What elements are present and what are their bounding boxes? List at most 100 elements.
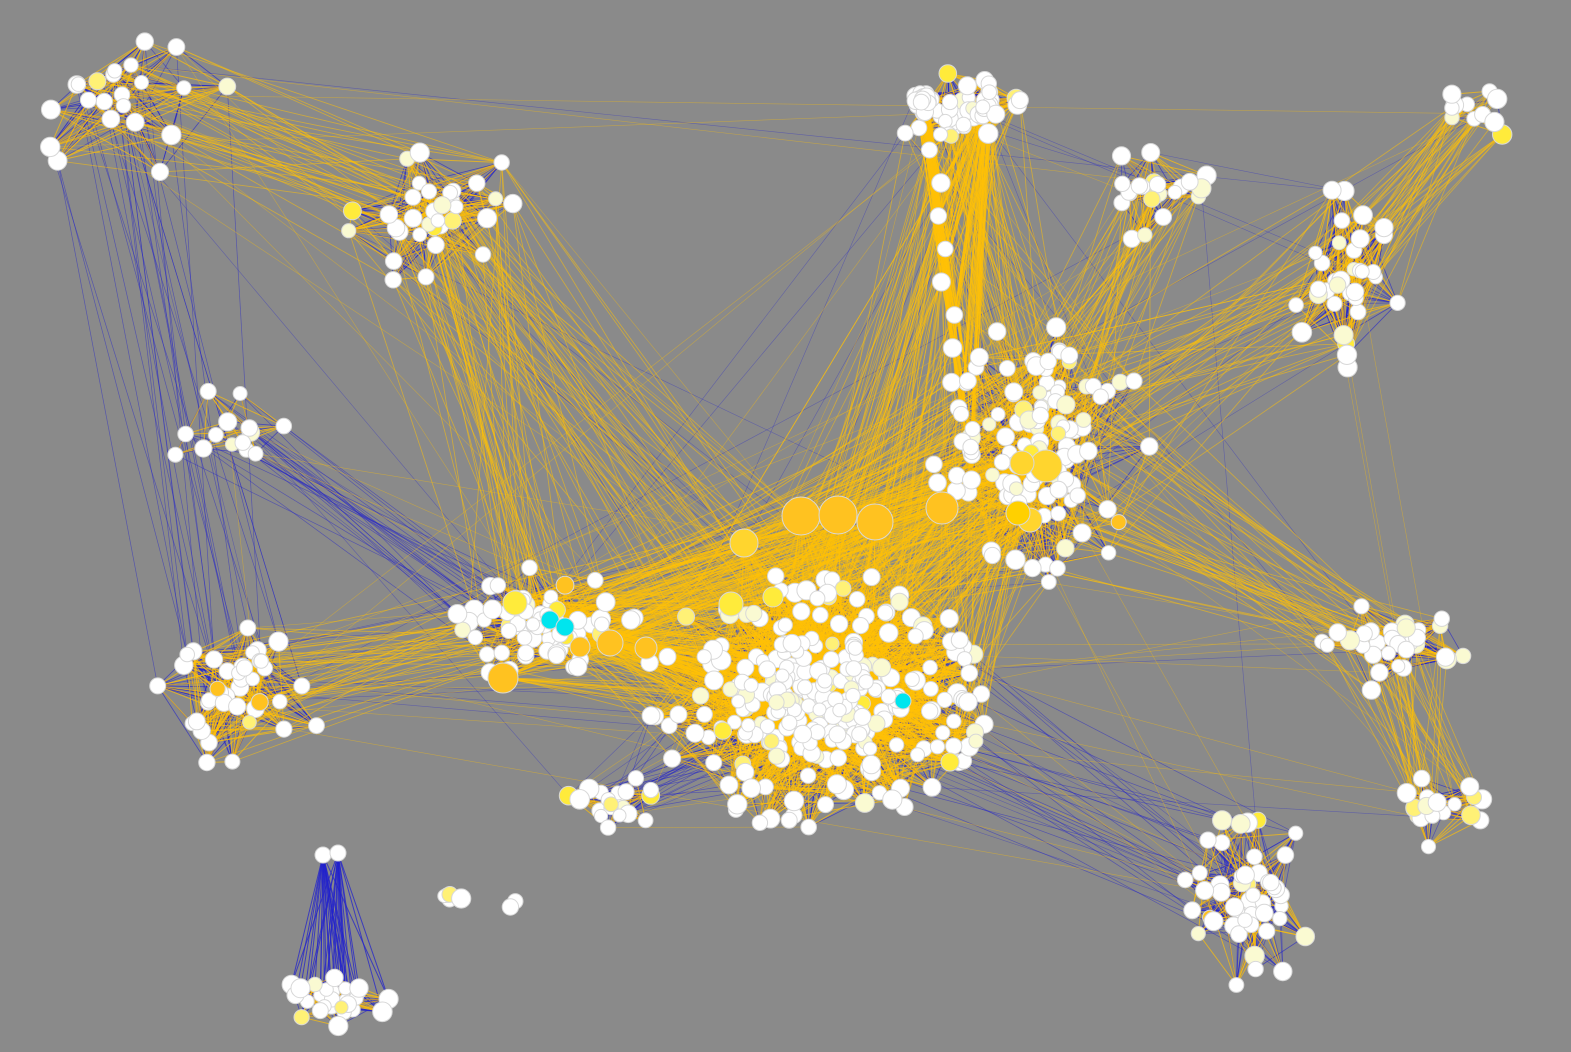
- graph-node[interactable]: [489, 577, 507, 594]
- graph-node[interactable]: [149, 677, 167, 695]
- graph-node[interactable]: [975, 99, 991, 115]
- graph-node[interactable]: [1230, 925, 1248, 943]
- graph-node[interactable]: [167, 446, 184, 463]
- graph-node[interactable]: [872, 658, 892, 678]
- graph-node[interactable]: [882, 789, 903, 810]
- graph-node[interactable]: [977, 123, 999, 144]
- graph-node[interactable]: [1328, 276, 1347, 294]
- graph-node[interactable]: [658, 647, 677, 666]
- graph-node[interactable]: [704, 670, 724, 691]
- graph-node[interactable]: [569, 789, 591, 810]
- graph-node[interactable]: [759, 718, 776, 735]
- graph-node[interactable]: [828, 725, 847, 744]
- graph-node[interactable]: [569, 636, 591, 658]
- graph-node[interactable]: [783, 790, 805, 812]
- graph-node[interactable]: [1098, 500, 1117, 519]
- graph-node[interactable]: [1056, 539, 1075, 558]
- graph-node[interactable]: [314, 846, 332, 864]
- graph-node[interactable]: [341, 223, 357, 239]
- graph-node[interactable]: [329, 844, 347, 862]
- graph-node[interactable]: [1111, 146, 1132, 166]
- graph-node[interactable]: [167, 38, 186, 56]
- graph-node[interactable]: [134, 75, 149, 90]
- graph-node[interactable]: [228, 697, 247, 716]
- graph-node[interactable]: [727, 714, 742, 730]
- graph-node[interactable]: [1319, 637, 1335, 653]
- graph-node[interactable]: [982, 417, 997, 432]
- graph-node[interactable]: [890, 592, 909, 611]
- graph-node[interactable]: [847, 640, 863, 656]
- graph-node[interactable]: [1180, 172, 1199, 191]
- graph-node[interactable]: [404, 188, 422, 206]
- graph-node[interactable]: [194, 439, 213, 458]
- graph-node[interactable]: [150, 162, 170, 181]
- graph-node[interactable]: [935, 725, 951, 741]
- graph-node[interactable]: [939, 609, 959, 629]
- graph-node[interactable]: [1276, 846, 1295, 864]
- graph-node[interactable]: [762, 586, 784, 608]
- graph-node[interactable]: [862, 741, 878, 756]
- graph-node[interactable]: [797, 679, 813, 696]
- graph-node[interactable]: [856, 503, 894, 541]
- graph-node[interactable]: [922, 777, 942, 797]
- graph-node[interactable]: [239, 619, 257, 637]
- graph-node[interactable]: [741, 718, 756, 733]
- graph-node[interactable]: [1049, 480, 1068, 499]
- graph-node[interactable]: [1190, 926, 1206, 942]
- graph-node[interactable]: [1484, 111, 1505, 133]
- graph-node[interactable]: [964, 421, 981, 437]
- graph-node[interactable]: [1009, 481, 1024, 497]
- graph-node[interactable]: [88, 72, 107, 91]
- graph-node[interactable]: [1435, 647, 1456, 667]
- graph-node[interactable]: [931, 173, 951, 193]
- graph-node[interactable]: [877, 604, 894, 621]
- graph-node[interactable]: [812, 606, 829, 624]
- graph-node[interactable]: [328, 1015, 349, 1037]
- graph-node[interactable]: [812, 702, 827, 717]
- graph-node[interactable]: [829, 614, 849, 634]
- graph-node[interactable]: [1075, 412, 1092, 428]
- graph-node[interactable]: [956, 651, 973, 667]
- graph-node[interactable]: [1333, 212, 1351, 229]
- graph-node[interactable]: [1199, 831, 1217, 849]
- graph-node[interactable]: [987, 322, 1007, 341]
- graph-node[interactable]: [1288, 297, 1304, 313]
- graph-node[interactable]: [125, 112, 145, 132]
- graph-node[interactable]: [996, 427, 1015, 447]
- graph-node[interactable]: [1350, 229, 1370, 249]
- graph-node[interactable]: [1183, 901, 1202, 920]
- graph-node[interactable]: [929, 207, 948, 225]
- graph-node[interactable]: [1295, 926, 1316, 947]
- graph-node[interactable]: [1397, 640, 1415, 659]
- graph-node[interactable]: [768, 694, 785, 711]
- graph-node[interactable]: [621, 610, 641, 630]
- graph-node[interactable]: [426, 236, 445, 254]
- graph-node[interactable]: [1460, 777, 1480, 797]
- graph-node[interactable]: [848, 591, 866, 608]
- graph-node[interactable]: [1069, 487, 1086, 504]
- graph-node[interactable]: [1148, 175, 1167, 194]
- graph-node[interactable]: [1322, 180, 1342, 200]
- graph-node[interactable]: [1050, 505, 1067, 522]
- graph-node[interactable]: [878, 623, 899, 643]
- graph-node[interactable]: [1137, 227, 1153, 243]
- graph-node[interactable]: [595, 592, 616, 612]
- graph-node[interactable]: [501, 898, 520, 916]
- graph-node[interactable]: [1141, 143, 1161, 162]
- graph-node[interactable]: [946, 713, 962, 729]
- graph-node[interactable]: [1110, 514, 1127, 531]
- graph-node[interactable]: [1009, 450, 1035, 476]
- graph-node[interactable]: [832, 702, 847, 718]
- graph-node[interactable]: [311, 1002, 329, 1020]
- graph-node[interactable]: [1004, 382, 1024, 402]
- graph-node[interactable]: [187, 712, 206, 731]
- graph-node[interactable]: [1125, 372, 1143, 390]
- graph-node[interactable]: [799, 767, 817, 784]
- graph-node[interactable]: [777, 617, 793, 633]
- graph-node[interactable]: [910, 747, 925, 763]
- graph-node[interactable]: [736, 658, 755, 677]
- graph-node[interactable]: [950, 631, 969, 649]
- graph-node[interactable]: [793, 724, 813, 744]
